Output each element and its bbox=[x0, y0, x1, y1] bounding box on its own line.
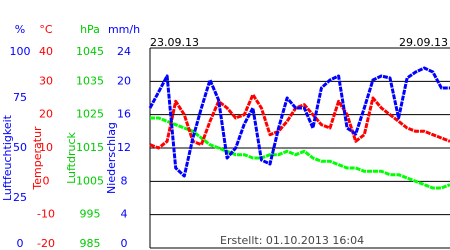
y-tick-label: 20 bbox=[39, 108, 53, 121]
y-tick-label: 100 bbox=[10, 45, 31, 58]
y-tick-label: 985 bbox=[80, 237, 101, 250]
axis-unit: °C bbox=[39, 23, 53, 36]
axis-unit: mm/h bbox=[108, 23, 140, 36]
series-line bbox=[149, 93, 450, 150]
y-tick-label: -10 bbox=[37, 208, 55, 221]
y-tick-label: 1005 bbox=[76, 174, 104, 187]
y-tick-label: 75 bbox=[13, 91, 27, 104]
axis-title: Niederschlag bbox=[105, 122, 118, 194]
y-tick-label: 4 bbox=[121, 208, 128, 221]
axis-unit: hPa bbox=[80, 23, 100, 36]
y-tick-label: 1015 bbox=[76, 141, 104, 154]
axis-title: Luftfeuchtigkeit bbox=[1, 114, 14, 201]
axis-title: Luftdruck bbox=[65, 131, 78, 183]
series-line bbox=[148, 66, 450, 178]
y-tick-label: 40 bbox=[39, 45, 53, 58]
x-label: 29.09.13 bbox=[399, 36, 448, 49]
y-tick-label: 10 bbox=[39, 141, 53, 154]
y-tick-label: 20 bbox=[117, 74, 131, 87]
y-tick-label: 1025 bbox=[76, 108, 104, 121]
axis-unit: % bbox=[15, 23, 25, 36]
y-tick-label: 1045 bbox=[76, 45, 104, 58]
y-tick-label: 24 bbox=[117, 45, 131, 58]
y-tick-label: 0 bbox=[121, 237, 128, 250]
y-tick-label: 995 bbox=[80, 208, 101, 221]
y-tick-label: 8 bbox=[121, 174, 128, 187]
y-tick-label: 50 bbox=[13, 141, 27, 154]
plot: %Luftfeuchtigkeit0255075100°CTemperatur-… bbox=[1, 23, 450, 250]
y-tick-label: -20 bbox=[37, 237, 55, 250]
footer: Erstellt: 01.10.2013 16:04 bbox=[220, 234, 364, 247]
y-tick-label: 30 bbox=[39, 74, 53, 87]
y-tick-label: 0 bbox=[43, 174, 50, 187]
y-tick-label: 16 bbox=[117, 108, 131, 121]
y-tick-label: 12 bbox=[117, 141, 131, 154]
axis-title: Temperatur bbox=[31, 126, 44, 191]
series-line bbox=[150, 116, 450, 190]
y-tick-label: 0 bbox=[17, 237, 24, 250]
x-label: 23.09.13 bbox=[150, 36, 199, 49]
y-tick-label: 25 bbox=[13, 191, 27, 204]
y-tick-label: 1035 bbox=[76, 74, 104, 87]
